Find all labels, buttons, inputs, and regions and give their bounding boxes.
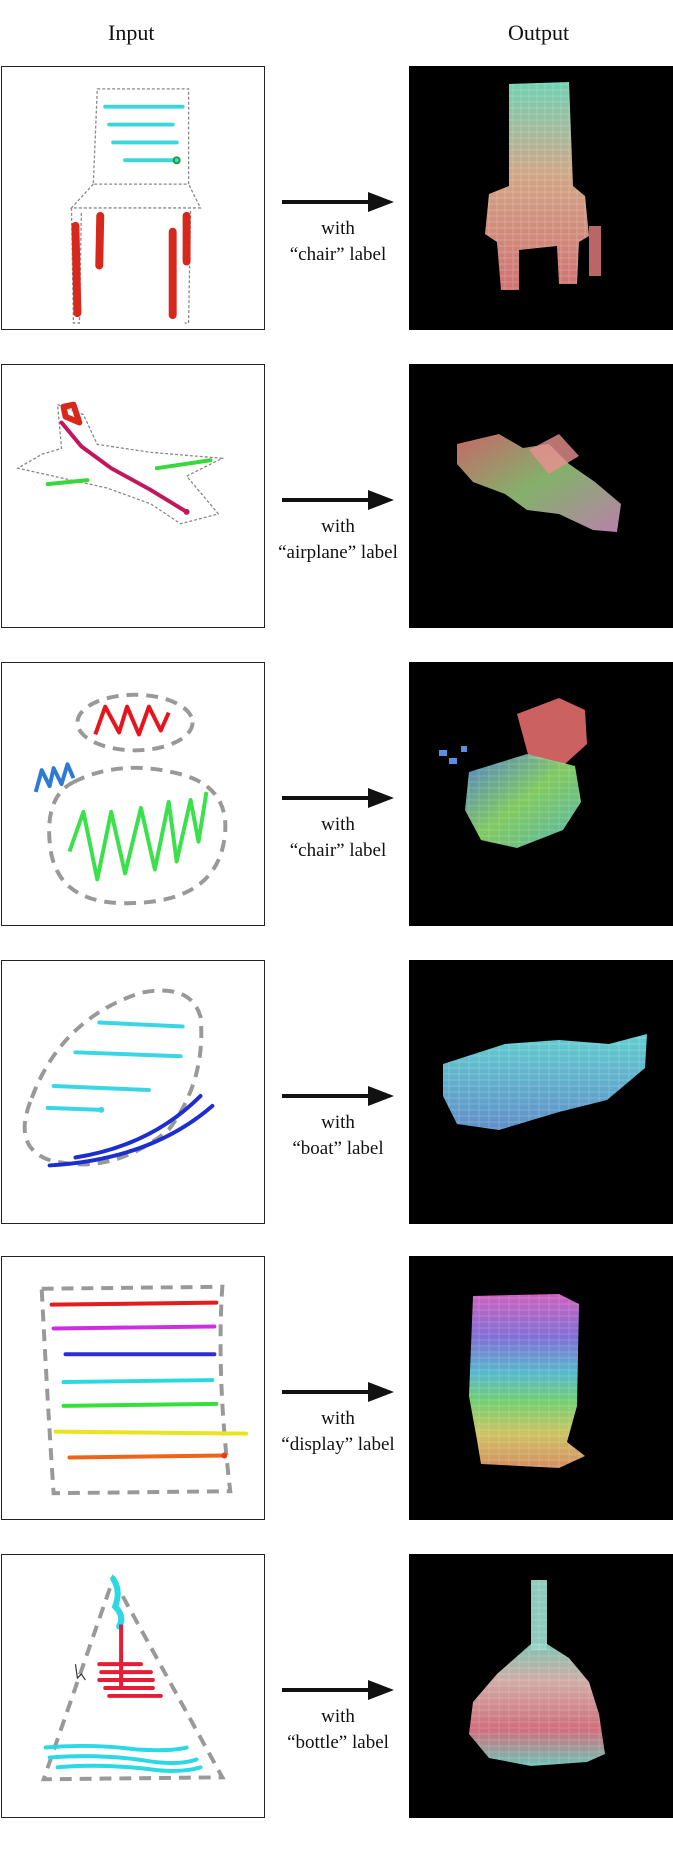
example-row-chair: with “chair” label [0, 66, 673, 332]
caption-label: “boat” label [292, 1138, 384, 1159]
input-sketch-chair-2 [1, 662, 265, 926]
caption-with: with [321, 1706, 355, 1727]
right-arrow-icon [282, 1680, 394, 1700]
output-voxel-render-display [409, 1256, 673, 1520]
condition-caption: with “chair” label [270, 812, 406, 864]
right-arrow-icon [282, 192, 394, 212]
input-sketch-boat [1, 960, 265, 1224]
caption-with: with [321, 218, 355, 239]
caption-label: “bottle” label [287, 1732, 389, 1753]
output-column-header: Output [508, 20, 570, 45]
input-column-header: Input [108, 20, 155, 45]
example-row-chair-2: with “chair” label [0, 662, 673, 928]
output-voxel-render-bottle [409, 1554, 673, 1818]
example-row-airplane: with “airplane” label [0, 364, 673, 630]
right-arrow-icon [282, 1382, 394, 1402]
caption-with: with [321, 1112, 355, 1133]
input-sketch-display [1, 1256, 265, 1520]
condition-caption: with “chair” label [270, 216, 406, 268]
condition-caption: with “display” label [270, 1406, 406, 1458]
caption-with: with [321, 814, 355, 835]
output-voxel-render-airplane [409, 364, 673, 628]
right-arrow-icon [282, 490, 394, 510]
caption-label: “chair” label [289, 244, 387, 265]
example-row-display: with “display” label [0, 1256, 673, 1522]
example-row-boat: with “boat” label [0, 960, 673, 1226]
condition-caption: with “boat” label [270, 1110, 406, 1162]
example-row-bottle: with “bottle” label [0, 1554, 673, 1820]
input-sketch-chair [1, 66, 265, 330]
output-voxel-render-boat [409, 960, 673, 1224]
caption-with: with [321, 1408, 355, 1429]
condition-caption: with “airplane” label [270, 514, 406, 566]
output-voxel-render-chair [409, 66, 673, 330]
caption-label: “airplane” label [278, 542, 398, 563]
caption-label: “chair” label [289, 840, 387, 861]
caption-label: “display” label [281, 1434, 395, 1455]
right-arrow-icon [282, 1086, 394, 1106]
caption-with: with [321, 516, 355, 537]
right-arrow-icon [282, 788, 394, 808]
output-voxel-render-chair-2 [409, 662, 673, 926]
input-sketch-bottle [1, 1554, 265, 1818]
condition-caption: with “bottle” label [270, 1704, 406, 1756]
input-sketch-airplane [1, 364, 265, 628]
